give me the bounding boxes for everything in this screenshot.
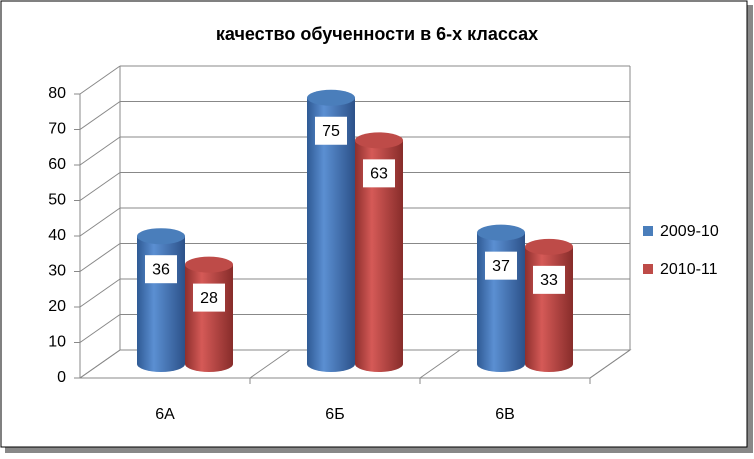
cylinder-top [185,256,233,273]
category-divider [589,349,631,379]
value-label: 28 [200,290,218,307]
cylinder-body [307,97,355,372]
y-tick-label: 80 [48,85,66,102]
grid-line [79,207,121,237]
grid-line [79,278,121,308]
value-label-box [533,265,565,294]
value-label-box [315,116,347,145]
value-label: 36 [152,261,170,278]
value-label: 37 [492,258,510,275]
cylinder-top [525,238,573,255]
value-label: 75 [322,123,340,140]
value-label-box [363,159,395,188]
cylinder-body [185,264,233,372]
category-divider [419,349,461,379]
bar [355,132,403,372]
bar [307,89,355,372]
value-label: 33 [540,272,558,289]
x-tick-label: 6А [155,406,175,423]
y-tick-label: 50 [48,192,66,209]
value-label-box [145,255,177,284]
bar [525,238,573,372]
grid-line [79,172,121,201]
chart-title: качество обученности в 6-х классах [216,24,538,44]
y-tick-label: 20 [48,298,66,315]
grid-line [79,349,121,379]
y-tick-label: 0 [57,369,66,386]
x-tick-label: 6Б [325,406,344,423]
grid-line [79,65,121,95]
value-label: 63 [370,166,388,183]
y-tick-label: 70 [48,121,66,138]
grid-line [79,314,121,343]
bar [137,228,185,372]
legend-label: 2009-10 [660,223,719,240]
legend-swatch [643,264,653,274]
legend-label: 2010-11 [660,261,718,278]
grid-line [79,136,121,166]
y-tick-label: 30 [48,263,66,280]
y-tick-label: 60 [48,156,66,173]
cylinder-top [137,228,185,245]
cylinder-top [307,89,355,106]
cylinder-top [355,132,403,149]
x-tick-label: 6В [495,406,515,423]
y-tick-label: 40 [48,227,66,244]
y-tick-label: 10 [48,334,66,351]
category-divider [249,349,291,379]
bar [477,224,525,372]
cylinder-body [525,246,573,372]
value-label-box [485,251,517,280]
grid-line [79,101,121,130]
bar [185,256,233,372]
cylinder-body [355,140,403,372]
value-label-box [193,283,225,312]
legend-swatch [643,226,653,236]
grid-line [79,243,121,272]
cylinder-top [477,224,525,241]
